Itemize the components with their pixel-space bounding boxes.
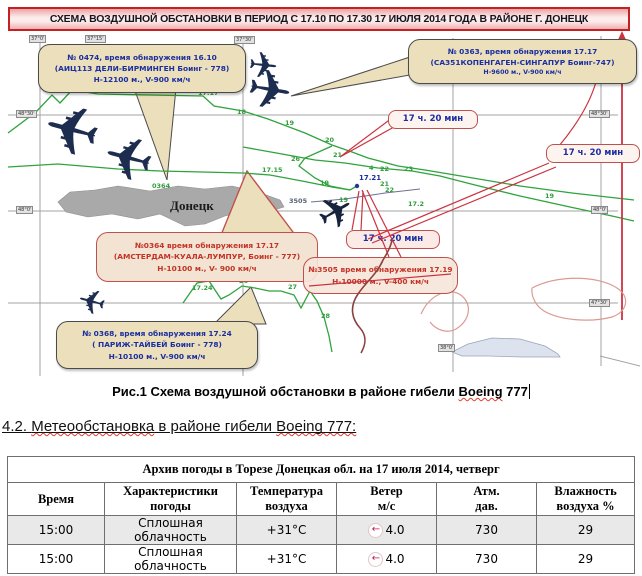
callout-line: Н-10000 м., V-400 км/ч [332, 276, 429, 286]
time-label-1720: 17 ч. 20 мин [388, 110, 478, 129]
coord-box: 48°0' [591, 206, 609, 214]
track-label: 23 [404, 165, 414, 173]
track-label: 4 [369, 164, 374, 172]
cell-weather[interactable]: Сплошная облачность [104, 544, 237, 574]
section-heading[interactable]: 4.2. Метеообстановка в районе гибели Boe… [2, 418, 356, 435]
callout-flight-3505: №3505 время обнаружения 17.19 Н-10000 м.… [303, 257, 458, 294]
callout-line: Н-10100 м., V-900 км/ч [108, 351, 206, 361]
callout-flight-0364: №0364 время обнаружения 17.17 (АМСТЕРДАМ… [96, 232, 318, 282]
cell-weather[interactable]: Сплошная облачность [104, 515, 237, 545]
track-label: 20 [325, 136, 335, 144]
airplane-icon: ✈ [35, 83, 110, 173]
heading-word-spellcheck: Boeing 777: [276, 418, 357, 435]
track-id-3505: 3505 [289, 197, 308, 205]
figure-caption[interactable]: Рис.1 Схема воздушной обстановки в район… [0, 384, 642, 399]
coord-box: 48°0' [16, 206, 34, 214]
coord-box: 37°15' [85, 35, 106, 43]
wind-direction-icon: ← [368, 522, 384, 538]
track-label: 18 [237, 108, 247, 116]
time-label-1720: 17 ч. 20 мин [546, 144, 640, 163]
callout-flight-0363: № 0363, время обнаружения 17.17 (СА351КО… [408, 39, 637, 84]
track-label: 19 [545, 192, 555, 200]
city-label-donetsk: Донецк [170, 198, 214, 213]
callout-line: ( ПАРИЖ-ТАЙБЕЙ Боинг - 778) [92, 340, 222, 350]
column-header-pressure[interactable]: Атм. дав. [436, 482, 537, 516]
cell-time[interactable]: 15:00 [7, 544, 105, 574]
track-label: 19 [285, 119, 295, 127]
callout-line: Н-9600 м., V-900 км/ч [483, 68, 562, 76]
cell-temperature[interactable]: +31°C [236, 515, 337, 545]
air-situation-figure: СХЕМА ВОЗДУШНОЙ ОБСТАНОВКИ В ПЕРИОД С 17… [7, 7, 641, 376]
weather-table-title[interactable]: Архив погоды в Торезе Донецкая обл. на 1… [6, 456, 636, 483]
cell-pressure[interactable]: 730 [436, 544, 537, 574]
coord-box: 48°30' [16, 110, 37, 118]
callout-line: № 0474, время обнаружения 16.10 [67, 52, 217, 62]
callout-flight-0368: № 0368, время обнаружения 17.24 ( ПАРИЖ-… [56, 321, 258, 369]
column-header-wind[interactable]: Ветер м/с [336, 482, 437, 516]
heading-word-spellcheck: Метеообстановка [31, 418, 155, 435]
airplane-icon: ✈ [73, 277, 111, 323]
track-label: 17.15 [262, 166, 283, 174]
table-row: 15:00 Сплошная облачность +31°C ← 4.0 730… [7, 515, 636, 545]
column-header-humidity[interactable]: Влажность воздуха % [535, 482, 636, 516]
cell-wind[interactable]: ← 4.0 [336, 544, 437, 574]
airplane-icon: ✈ [242, 57, 298, 125]
wind-speed-value: 4.0 [385, 522, 405, 537]
track-id-0364: 0364 [152, 182, 171, 190]
track-label: 22 [380, 165, 390, 173]
track-label: 21 [333, 151, 343, 159]
caption-spellcheck-word: Boeing [458, 384, 503, 399]
airplane-icon: ✈ [96, 117, 162, 196]
callout-line: (СА351КОПЕНГАГЕН-СИНГАПУР Боинг-747) [430, 57, 615, 67]
crash-time-label: 17.21 [359, 174, 382, 182]
callout-flight-0474: № 0474, время обнаружения 16.10 (АИЦ113 … [38, 44, 246, 93]
time-label-1720: 17 ч. 20 мин [346, 230, 440, 249]
coord-box: 37°30' [234, 36, 255, 44]
column-header-weather[interactable]: Характеристики погоды [104, 482, 237, 516]
figure-title: СХЕМА ВОЗДУШНОЙ ОБСТАНОВКИ В ПЕРИОД С 17… [49, 13, 589, 25]
column-header-temperature[interactable]: Температура воздуха [236, 482, 337, 516]
track-label: 19 [320, 179, 330, 187]
cell-humidity[interactable]: 29 [535, 515, 636, 545]
cell-time[interactable]: 15:00 [7, 515, 105, 545]
table-row: 15:00 Сплошная облачность +31°C ← 4.0 730… [7, 544, 636, 574]
heading-number: 4.2. [2, 418, 32, 435]
coord-box: 37°0' [29, 35, 47, 43]
track-label: 27 [288, 283, 298, 291]
track-label: 26 [291, 155, 301, 163]
coord-box: 38°0' [438, 344, 456, 352]
heading-text: в районе гибели [154, 418, 277, 435]
text-cursor [528, 384, 530, 399]
column-header-time[interactable]: Время [7, 482, 105, 516]
track-label: 17.24 [192, 284, 213, 292]
callout-line: Н-10100 м., V- 900 км/ч [157, 263, 257, 273]
wind-direction-icon: ← [368, 551, 384, 567]
callout-line: (АМСТЕРДАМ-КУАЛА-ЛУМПУР, Боинг - 777) [113, 252, 301, 262]
track-label: 22 [385, 186, 395, 194]
callout-line: (АИЦ113 ДЕЛИ-БИРМИНГЕН Боинг - 778) [54, 63, 230, 73]
caption-text: Рис.1 Схема воздушной обстановки в район… [112, 384, 459, 399]
city-torez-shape [451, 337, 561, 358]
cell-humidity[interactable]: 29 [535, 544, 636, 574]
crash-point-dot [354, 183, 360, 189]
coord-box: 48°30' [589, 110, 610, 118]
callout-line: № 0363, время обнаружения 17.17 [447, 46, 598, 56]
cell-wind[interactable]: ← 4.0 [336, 515, 437, 545]
cell-pressure[interactable]: 730 [436, 515, 537, 545]
figure-title-banner: СХЕМА ВОЗДУШНОЙ ОБСТАНОВКИ В ПЕРИОД С 17… [8, 7, 630, 31]
track-label: 19 [339, 196, 349, 204]
track-label: 17.2 [408, 200, 425, 208]
callout-line: №0364 время обнаружения 17.17 [134, 241, 280, 251]
coord-box: 47°30' [589, 299, 610, 307]
cell-temperature[interactable]: +31°C [236, 544, 337, 574]
callout-line: №3505 время обнаружения 17.19 [308, 265, 453, 275]
callout-line: Н-12100 м., V-900 км/ч [93, 75, 191, 85]
wind-speed-value: 4.0 [385, 551, 405, 566]
callout-line: № 0368, время обнаружения 17.24 [82, 329, 232, 339]
caption-text: 777 [502, 384, 528, 399]
track-label: 28 [321, 312, 331, 320]
weather-table: Архив погоды в Торезе Донецкая обл. на 1… [6, 456, 636, 574]
